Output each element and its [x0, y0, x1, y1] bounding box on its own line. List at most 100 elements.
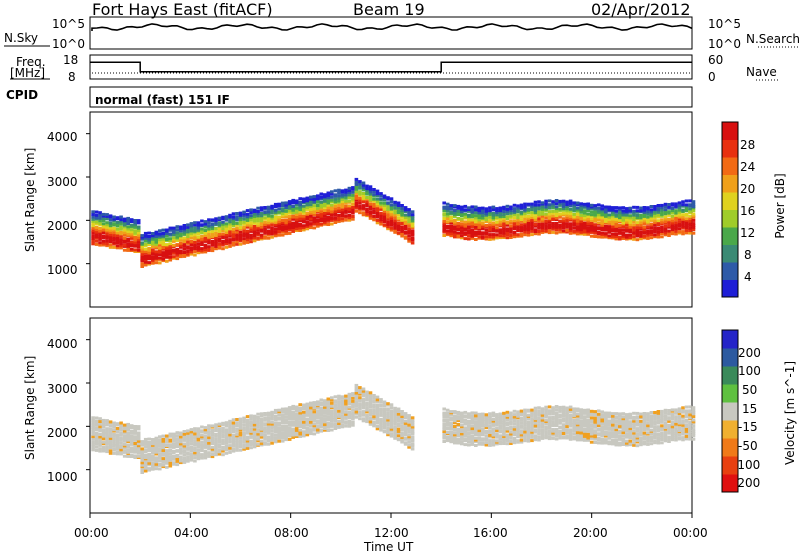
velocity-cell-1204 [393, 436, 397, 440]
power-cell-151 [126, 222, 130, 226]
velocity-cbar-swatch-5 [722, 384, 738, 403]
power-cell-294 [165, 259, 169, 263]
velocity-cell-2137 [653, 420, 657, 424]
power-cell-441 [200, 234, 204, 238]
power-cell-1001 [340, 203, 345, 206]
velocity-cell-337 [175, 459, 180, 463]
velocity-cell-876 [309, 414, 313, 417]
power-cell-2155 [656, 204, 661, 207]
velocity-cell-151 [126, 428, 130, 432]
power-cell-1563 [509, 214, 513, 218]
velocity-cell-202 [140, 456, 144, 460]
velocity-cell-1743 [554, 420, 559, 423]
velocity-cell-1260 [407, 445, 411, 449]
velocity-cell-2268 [688, 437, 692, 441]
velocity-cell-120 [119, 433, 123, 437]
velocity-cell-39 [98, 422, 102, 426]
velocity-cell-1989 [618, 441, 622, 445]
velocity-cell-1979 [614, 430, 619, 434]
velocity-cell-1053 [354, 407, 359, 411]
power-cell-1281 [410, 224, 415, 228]
power-cell-1710 [547, 226, 552, 230]
power-cell-363 [179, 225, 183, 229]
power-cell-1352 [456, 217, 461, 220]
velocity-cell-122 [119, 428, 123, 432]
power-cell-1589 [516, 218, 520, 222]
velocity-cell-107 [115, 430, 120, 434]
velocity-cell-1142 [375, 408, 380, 412]
power-cell-0 [91, 242, 95, 246]
velocity-cell-1969 [611, 420, 615, 424]
power-cell-2004 [621, 233, 626, 237]
velocity-cell-1527 [502, 440, 506, 444]
power-cell-1446 [481, 227, 485, 231]
velocity-cell-245 [151, 451, 155, 455]
velocity-cell-1282 [410, 427, 415, 431]
power-cell-1332 [453, 230, 457, 234]
velocity-cell-741 [273, 408, 278, 412]
velocity-cell-1179 [386, 426, 390, 430]
power-cell-1091 [361, 181, 366, 185]
velocity-cell-1146 [375, 398, 380, 402]
velocity-cell-866 [305, 405, 310, 409]
velocity-cell-255 [154, 460, 159, 464]
power-cell-914 [319, 214, 324, 218]
power-cell-2191 [667, 217, 671, 221]
velocity-cell-2277 [688, 416, 692, 420]
velocity-cell-2018 [625, 439, 629, 443]
velocity-cell-1878 [589, 434, 594, 438]
velocity-cell-1682 [540, 432, 545, 436]
power-cell-695 [263, 216, 267, 220]
power-cell-1654 [533, 228, 538, 232]
velocity-cell-923 [319, 398, 324, 402]
velocity-cell-1381 [463, 421, 468, 425]
velocity-cell-1861 [582, 408, 587, 412]
power-cell-1741 [554, 218, 559, 222]
velocity-cell-736 [273, 422, 278, 425]
velocity-cell-1839 [579, 426, 583, 430]
velocity-cell-1039 [351, 415, 355, 419]
velocity-cell-1131 [372, 399, 376, 403]
velocity-cell-3 [91, 440, 95, 444]
velocity-cell-1386 [467, 443, 471, 447]
power-cell-1663 [533, 206, 538, 210]
velocity-cell-655 [252, 418, 257, 422]
power-cell-689 [263, 229, 267, 233]
velocity-cell-1702 [544, 418, 548, 422]
velocity-cell-1271 [407, 419, 411, 423]
velocity-cell-1666 [537, 438, 541, 442]
velocity-cell-132 [122, 439, 127, 443]
power-cell-1987 [614, 206, 619, 210]
power-cell-2018 [625, 233, 629, 237]
power-cell-1827 [575, 215, 580, 219]
power-cell-904 [316, 206, 320, 210]
power-cell-1999 [618, 211, 622, 215]
velocity-cell-1770 [561, 423, 566, 427]
velocity-cell-1301 [442, 407, 446, 411]
power-cell-1967 [611, 220, 615, 224]
power-cell-386 [186, 235, 190, 238]
velocity-cell-360 [179, 438, 183, 442]
power-cell-780 [284, 209, 288, 213]
velocity-cell-2241 [681, 436, 685, 440]
velocity-cell-1852 [582, 429, 587, 433]
power-cell-616 [245, 240, 250, 244]
velocity-cell-1439 [477, 417, 482, 421]
power-cell-1464 [484, 218, 489, 222]
power-cell-2034 [628, 228, 633, 232]
velocity-cell-1384 [463, 414, 468, 418]
velocity-cell-2013 [621, 417, 626, 421]
velocity-cell-419 [193, 427, 197, 431]
power-cell-384 [186, 240, 190, 244]
velocity-cell-1626 [526, 434, 531, 438]
power-cell-1283 [410, 219, 415, 223]
power-cell-995 [340, 217, 345, 221]
power-cell-2096 [642, 212, 647, 216]
velocity-cell-1737 [554, 434, 559, 438]
velocity-cell-1463 [484, 426, 489, 430]
velocity-cell-819 [294, 419, 299, 422]
velocity-cell-824 [294, 407, 299, 411]
velocity-cell-2110 [646, 418, 650, 422]
velocity-cell-287 [161, 449, 166, 452]
power-cell-436 [200, 247, 204, 251]
